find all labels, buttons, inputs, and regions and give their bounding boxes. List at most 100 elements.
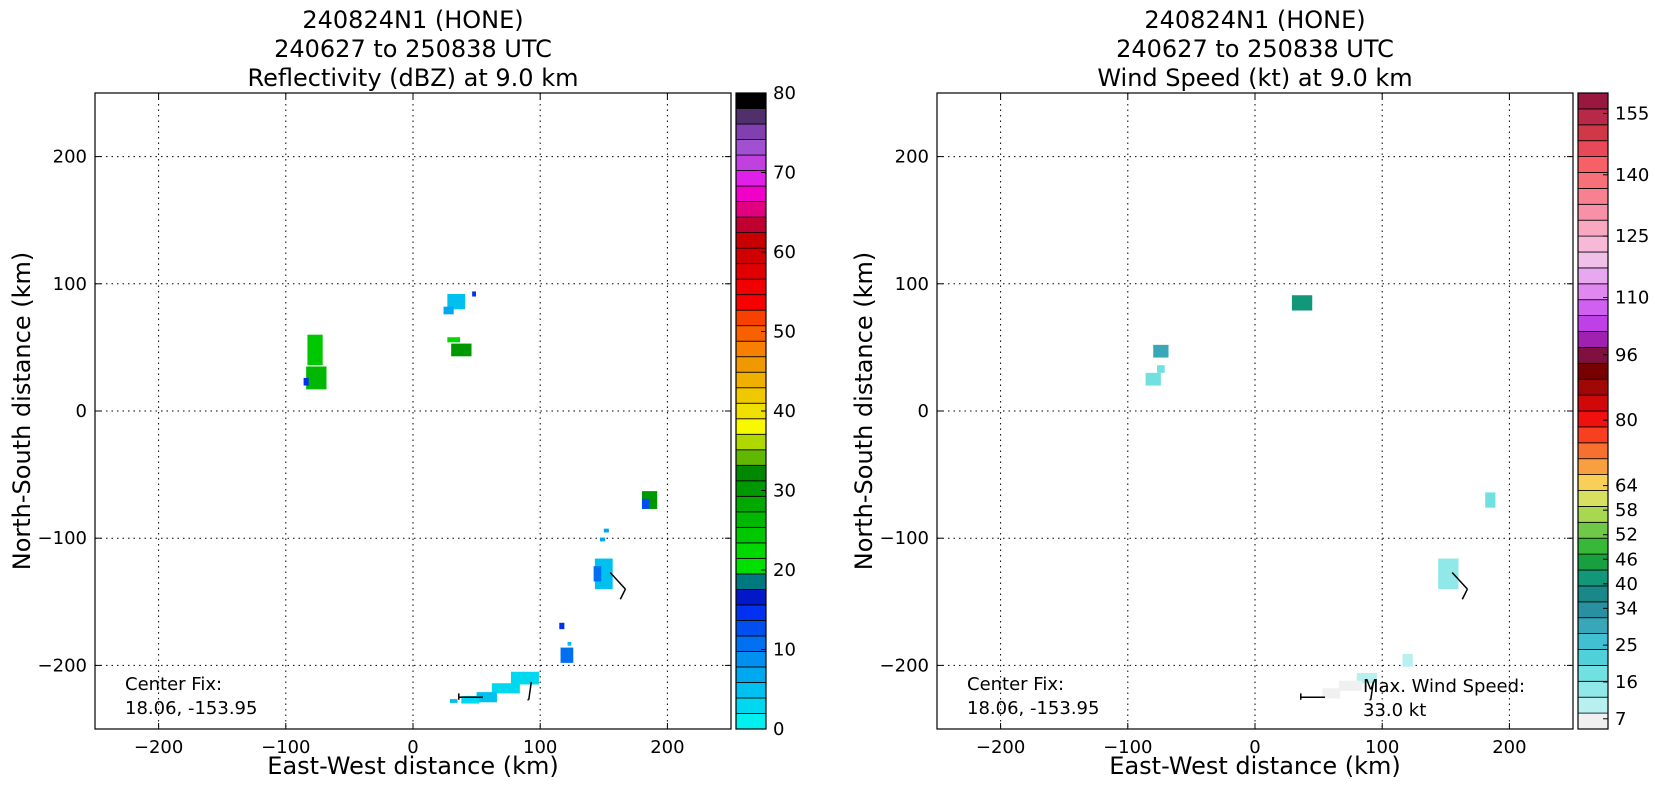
colorbar-segment (735, 464, 767, 482)
colorbar-tick-label: 60 (773, 242, 796, 263)
colorbar-segment (1577, 315, 1609, 332)
colorbar-segment (1577, 187, 1609, 205)
x-tick-label: 0 (1249, 737, 1260, 758)
colorbar-tick-label: 155 (1615, 103, 1649, 124)
colorbar-segment (735, 713, 767, 730)
y-tick-label: −100 (38, 528, 87, 549)
wind-barb-flag (619, 588, 627, 600)
colorbar-segment (735, 620, 767, 637)
data-cell (559, 622, 565, 630)
max-wind-annotation: 33.0 kt (1363, 700, 1426, 721)
colorbar-segment (735, 604, 767, 621)
data-cell (1338, 680, 1362, 691)
colorbar-segment (1577, 633, 1609, 650)
colorbar-segment (1577, 426, 1609, 444)
y-tick-label: 200 (53, 147, 87, 168)
x-tick-label: 0 (407, 737, 418, 758)
chart-title-line: 240627 to 250838 UTC (1116, 35, 1394, 63)
colorbar-segment (1577, 156, 1609, 173)
data-cell (510, 671, 539, 685)
colorbar-segment (735, 201, 767, 218)
y-tick-label: −100 (880, 528, 929, 549)
data-cell (1485, 492, 1496, 508)
y-tick-label: 100 (895, 274, 929, 295)
colorbar-segment (1577, 521, 1609, 539)
data-cell (1356, 673, 1378, 684)
colorbar-segment (1577, 665, 1609, 682)
colorbar-segment (735, 108, 767, 125)
center-fix-annotation: Center Fix: (125, 674, 222, 695)
colorbar-segment (1577, 394, 1609, 412)
y-axis-label: North-South distance (km) (8, 252, 36, 571)
colorbar-segment (1577, 458, 1609, 476)
data-cell (303, 377, 309, 386)
colorbar-segment (1577, 378, 1609, 396)
data-cell (1153, 344, 1169, 358)
colorbar-segment (735, 356, 767, 373)
colorbar-segment (735, 185, 767, 202)
colorbar-segment (735, 309, 767, 327)
colorbar-tick-label: 80 (1615, 410, 1638, 431)
colorbar-segment (1577, 617, 1609, 635)
colorbar-tick-label: 40 (1615, 574, 1638, 595)
panel-1: 240824N1 (HONE)240627 to 250838 UTCRefle… (8, 6, 796, 780)
colorbar-segment (735, 371, 767, 389)
colorbar-segment (735, 263, 767, 280)
data-cell (306, 366, 327, 390)
colorbar-segment (1577, 553, 1609, 571)
colorbar-tick-label: 58 (1615, 500, 1638, 521)
colorbar-segment (735, 666, 767, 683)
colorbar-segment (1577, 203, 1609, 221)
colorbar-segment (735, 573, 767, 590)
colorbar-segment (1577, 490, 1609, 507)
colorbar-segment (735, 682, 767, 699)
x-tick-label: −100 (1103, 737, 1152, 758)
colorbar-tick-label: 80 (773, 83, 796, 104)
colorbar-segment (735, 216, 767, 234)
wind-barb (528, 681, 533, 700)
colorbar-segment (1577, 331, 1609, 348)
plot-area (95, 93, 731, 729)
colorbar-segment (1577, 696, 1609, 714)
chart-title-line: 240627 to 250838 UTC (274, 35, 552, 63)
colorbar-tick-label: 34 (1615, 598, 1638, 619)
colorbar-tick-label: 64 (1615, 476, 1638, 497)
colorbar-tick-label: 125 (1615, 226, 1649, 247)
colorbar-tick-label: 20 (773, 560, 796, 581)
colorbar-segment (1577, 108, 1609, 126)
colorbar-segment (1577, 92, 1609, 110)
plot-area (937, 93, 1573, 729)
colorbar-segment (1577, 140, 1609, 157)
y-tick-label: 100 (53, 274, 87, 295)
colorbar-segment (735, 294, 767, 311)
data-cell (1145, 372, 1161, 386)
data-cell (476, 692, 497, 703)
data-cell (307, 334, 323, 366)
colorbar-segment (1577, 601, 1609, 619)
colorbar-segment (735, 480, 767, 497)
y-tick-label: 0 (918, 401, 929, 422)
colorbar-segment (735, 340, 767, 358)
center-fix-annotation: 18.06, -153.95 (125, 698, 257, 719)
colorbar-tick-label: 46 (1615, 549, 1638, 570)
data-cell (1438, 558, 1459, 590)
colorbar-tick-label: 110 (1615, 288, 1649, 309)
colorbar-segment (1577, 474, 1609, 491)
colorbar-segment (735, 154, 767, 171)
x-tick-label: 100 (1365, 737, 1399, 758)
colorbar-segment (735, 325, 767, 342)
colorbar-segment (735, 449, 767, 466)
data-cell (1322, 688, 1341, 699)
colorbar: 0 10 20 30 40 50 60 70 80 (735, 83, 796, 740)
colorbar-tick-label: 30 (773, 481, 796, 502)
colorbar-segment (1577, 680, 1609, 698)
data-cell (449, 699, 458, 703)
colorbar-segment (1577, 649, 1609, 666)
x-tick-label: 200 (1492, 737, 1526, 758)
colorbar-tick-label: 50 (773, 322, 796, 343)
colorbar-segment (735, 588, 767, 606)
colorbar-segment (735, 542, 767, 559)
data-cell (593, 566, 602, 582)
colorbar-tick-label: 70 (773, 163, 796, 184)
data-cell (451, 343, 472, 357)
